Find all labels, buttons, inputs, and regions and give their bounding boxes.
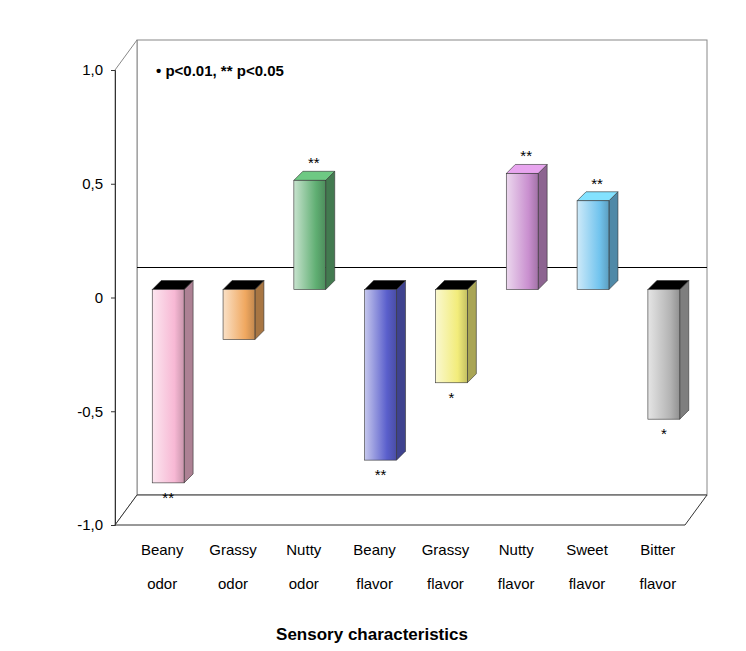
y-tick-label: 1,0 [82, 61, 103, 78]
bar-top [152, 281, 193, 290]
x-tick: Beanyflavor [353, 541, 396, 592]
y-tick-mark [111, 184, 115, 185]
bar-side [680, 281, 689, 420]
significance: ** [308, 154, 320, 171]
x-tick-label: Grassyodor [209, 541, 257, 592]
significance: * [661, 425, 667, 442]
significance: ** [591, 175, 603, 192]
bar-top [506, 164, 547, 173]
y-tick-mark [111, 70, 115, 71]
bar-3d [648, 281, 689, 420]
bar [506, 173, 538, 289]
y-tick: -1,0 [77, 516, 115, 533]
frame [115, 40, 707, 525]
bar-3d [294, 171, 335, 289]
x-tick-label: Nuttyodor [286, 541, 322, 592]
side-wall [115, 40, 137, 525]
bar [223, 290, 255, 340]
y-tick: 0 [95, 289, 115, 306]
y-axis: -1,0 -0,5 0 0,5 1,0 [77, 61, 115, 533]
bar-top [294, 171, 335, 180]
x-tick: Bitterflavor [639, 541, 676, 592]
x-tick-label: Beanyflavor [353, 541, 396, 592]
y-tick-label: 0,5 [82, 175, 103, 192]
significance: ** [162, 489, 174, 506]
significance: * [448, 389, 454, 406]
bar-3d [365, 281, 406, 461]
bar-side [397, 281, 406, 461]
x-axis-title: Sensory characteristics [276, 625, 468, 644]
x-tick: Grassyodor [209, 541, 257, 592]
y-tick: -0,5 [77, 403, 115, 420]
x-tick: Grassyflavor [422, 541, 470, 592]
bar-top [365, 281, 406, 290]
bar-top [648, 281, 689, 290]
zero-line [137, 267, 707, 268]
bar-top [223, 281, 264, 290]
bar [294, 180, 326, 289]
y-tick-mark [111, 298, 115, 299]
floor [115, 495, 707, 525]
bar-side [609, 192, 618, 290]
x-tick: Nuttyflavor [498, 541, 535, 592]
x-tick-label: Nuttyflavor [498, 541, 535, 592]
bar-3d [435, 281, 476, 383]
x-tick: Sweetflavor [566, 541, 609, 592]
bars [152, 164, 689, 482]
y-axis-line [111, 71, 116, 526]
y-tick: 1,0 [82, 61, 115, 78]
chart: ************-1,0-0,500,51,0BeanyodorGras… [0, 0, 746, 651]
x-tick-label: Bitterflavor [639, 541, 676, 592]
y-tick: 0,5 [82, 175, 115, 192]
x-tick-label: Sweetflavor [566, 541, 609, 592]
bar-3d [577, 192, 618, 290]
bar-side [184, 281, 193, 483]
y-tick-mark [111, 525, 115, 526]
significance: ** [375, 466, 387, 483]
bar-3d [152, 281, 193, 483]
bar-side [326, 171, 335, 289]
bar [577, 201, 609, 290]
y-tick-label: -0,5 [77, 403, 103, 420]
significance: ** [520, 147, 532, 164]
bar-3d [506, 164, 547, 289]
x-tick: Nuttyodor [286, 541, 322, 592]
y-tick-label: 0 [95, 289, 103, 306]
bar [365, 290, 397, 461]
bar-side [538, 164, 547, 289]
note: • p<0.01, ** p<0.05 [156, 62, 284, 79]
x-tick: Beanyodor [141, 541, 184, 592]
bar-top [435, 281, 476, 290]
x-axis: Beanyodor Grassyodor Nuttyodor Beanyflavor G… [141, 541, 676, 592]
back-wall [137, 40, 707, 495]
bar-side [467, 281, 476, 383]
x-tick-label: Beanyodor [141, 541, 184, 592]
annotations: ************ [162, 147, 667, 505]
bar-3d [223, 281, 264, 340]
y-tick-label: -1,0 [77, 516, 103, 533]
bar [648, 290, 680, 420]
x-tick-label: Grassyflavor [422, 541, 470, 592]
bar [152, 290, 184, 483]
y-tick-mark [111, 411, 115, 412]
bar [435, 290, 467, 383]
bar-side [255, 281, 264, 340]
bar-top [577, 192, 618, 201]
